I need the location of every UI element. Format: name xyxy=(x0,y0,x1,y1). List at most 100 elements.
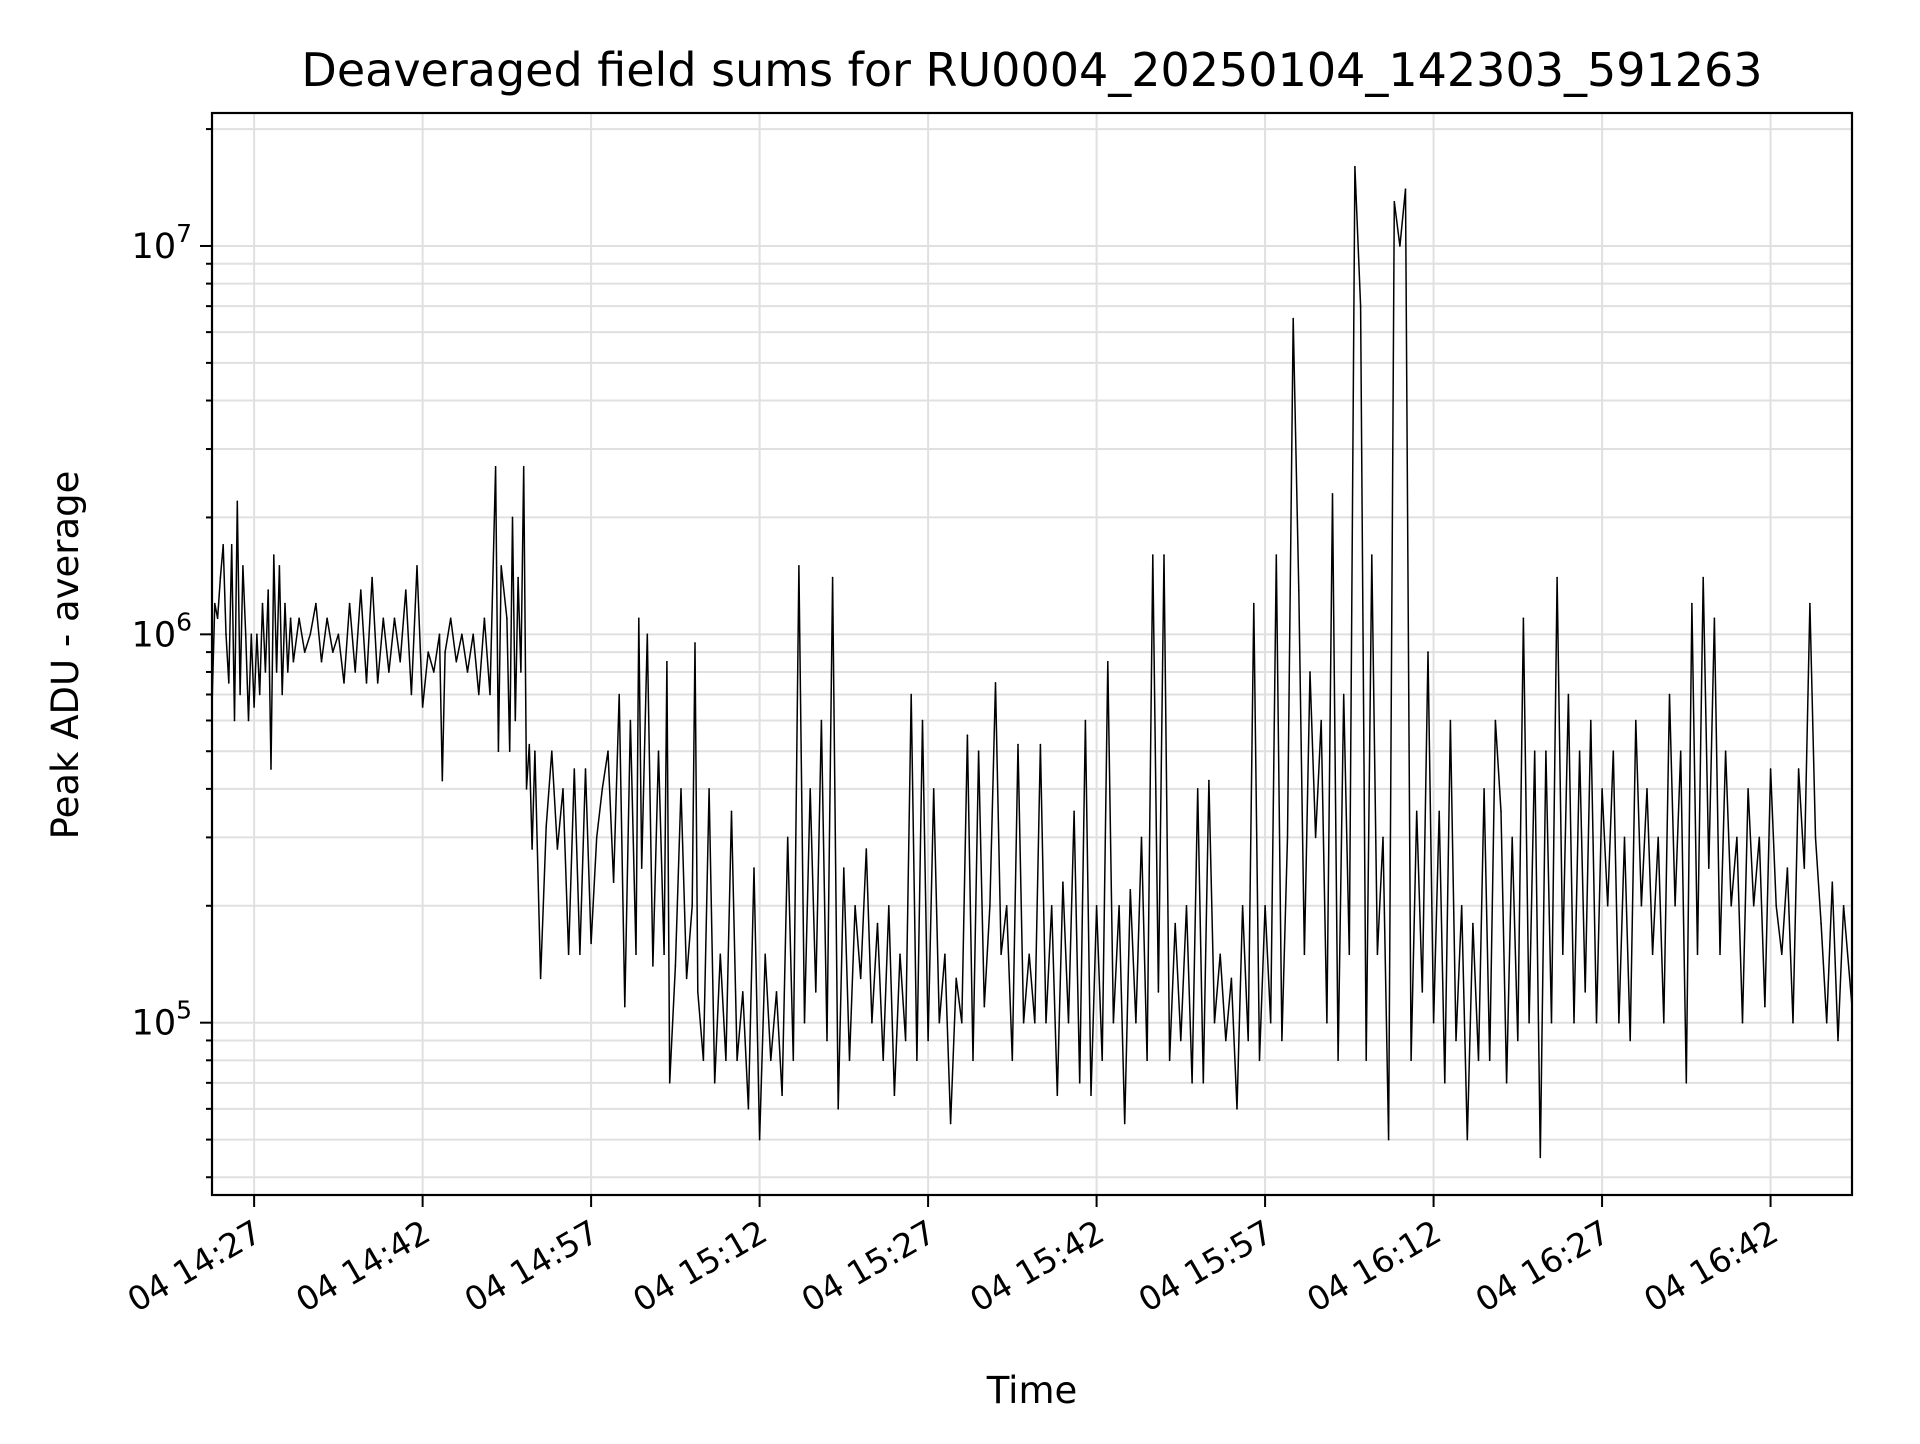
data-point xyxy=(483,617,486,620)
data-point xyxy=(1797,768,1800,770)
data-point xyxy=(1522,617,1525,620)
data-point xyxy=(1803,867,1806,869)
data-point xyxy=(1017,743,1019,746)
data-point xyxy=(1814,836,1817,839)
data-point xyxy=(1118,905,1120,907)
data-point xyxy=(497,750,500,752)
data-point xyxy=(1281,1039,1283,1042)
data-point xyxy=(916,1059,918,1062)
data-point xyxy=(1477,1059,1480,1062)
data-point xyxy=(1112,1021,1115,1024)
data-point xyxy=(228,682,230,684)
data-point xyxy=(551,750,553,752)
data-point xyxy=(831,576,834,579)
data-point xyxy=(1517,1039,1519,1042)
data-point xyxy=(1157,991,1160,993)
data-point xyxy=(326,617,328,620)
data-point xyxy=(1292,317,1294,320)
data-point xyxy=(1326,1021,1328,1024)
data-point xyxy=(674,965,677,967)
data-point xyxy=(1741,1021,1744,1024)
data-point xyxy=(786,836,789,839)
data-point xyxy=(1202,1082,1205,1084)
data-point xyxy=(525,788,528,790)
data-point xyxy=(1573,1021,1575,1024)
chart-title: Deaveraged field sums for RU0004_2025010… xyxy=(301,43,1762,97)
data-point xyxy=(1247,1039,1249,1042)
data-point xyxy=(494,466,497,468)
data-point xyxy=(506,617,508,620)
data-point xyxy=(638,617,640,620)
data-point xyxy=(1663,1021,1665,1024)
data-point xyxy=(708,788,710,790)
data-point xyxy=(1331,493,1334,495)
data-point xyxy=(239,693,241,696)
data-point xyxy=(315,602,317,605)
data-point xyxy=(1691,602,1693,605)
data-point xyxy=(225,633,227,636)
data-point xyxy=(275,671,278,673)
data-point xyxy=(1174,922,1176,925)
data-point xyxy=(1494,719,1497,722)
data-point xyxy=(1095,905,1098,907)
data-point xyxy=(646,633,649,636)
data-point xyxy=(522,466,525,468)
data-point xyxy=(1567,693,1570,696)
data-point xyxy=(1584,991,1586,993)
data-point xyxy=(865,848,868,850)
data-point xyxy=(309,633,312,636)
data-point xyxy=(534,750,536,752)
data-point xyxy=(680,788,682,790)
data-point xyxy=(843,867,845,869)
data-point xyxy=(1168,1059,1171,1062)
data-point xyxy=(256,633,258,636)
data-point xyxy=(584,768,587,770)
y-tick-label: 105 xyxy=(132,996,192,1044)
data-point xyxy=(966,734,969,736)
data-point xyxy=(1241,905,1244,907)
data-point xyxy=(1556,576,1558,579)
data-point xyxy=(1253,602,1255,605)
data-point xyxy=(1146,1059,1148,1062)
data-point xyxy=(1831,881,1834,883)
data-point xyxy=(247,719,250,722)
data-point xyxy=(764,953,766,956)
data-point xyxy=(871,1021,873,1024)
data-point xyxy=(1820,922,1822,925)
data-point xyxy=(216,617,219,620)
data-point xyxy=(242,565,244,567)
data-point xyxy=(1365,1059,1367,1062)
data-point xyxy=(826,1039,828,1042)
data-point xyxy=(629,719,632,722)
data-point xyxy=(539,977,542,980)
data-point xyxy=(528,743,531,746)
data-point xyxy=(573,768,576,770)
data-point xyxy=(1511,836,1513,839)
data-point xyxy=(753,867,755,869)
data-point xyxy=(932,788,935,790)
data-point xyxy=(332,651,334,653)
data-point xyxy=(1090,1094,1092,1097)
data-point xyxy=(281,693,284,696)
data-series xyxy=(211,165,1853,1159)
data-point xyxy=(514,719,517,722)
data-point xyxy=(1747,788,1749,790)
data-point xyxy=(1651,953,1654,956)
data-point xyxy=(1298,589,1300,591)
data-point xyxy=(1039,743,1042,746)
data-point xyxy=(1668,693,1671,696)
data-point xyxy=(556,848,559,850)
data-point xyxy=(230,544,233,546)
data-point xyxy=(1275,554,1278,556)
data-point xyxy=(222,544,224,546)
data-point xyxy=(1410,1059,1412,1062)
data-point xyxy=(517,576,519,579)
data-point xyxy=(1764,1005,1766,1008)
data-point xyxy=(1230,977,1233,980)
data-point xyxy=(1775,905,1777,907)
series-1 xyxy=(211,165,1853,1159)
data-point xyxy=(1073,810,1075,813)
data-point xyxy=(1196,788,1199,790)
data-point xyxy=(899,953,901,956)
data-point xyxy=(1309,671,1311,673)
